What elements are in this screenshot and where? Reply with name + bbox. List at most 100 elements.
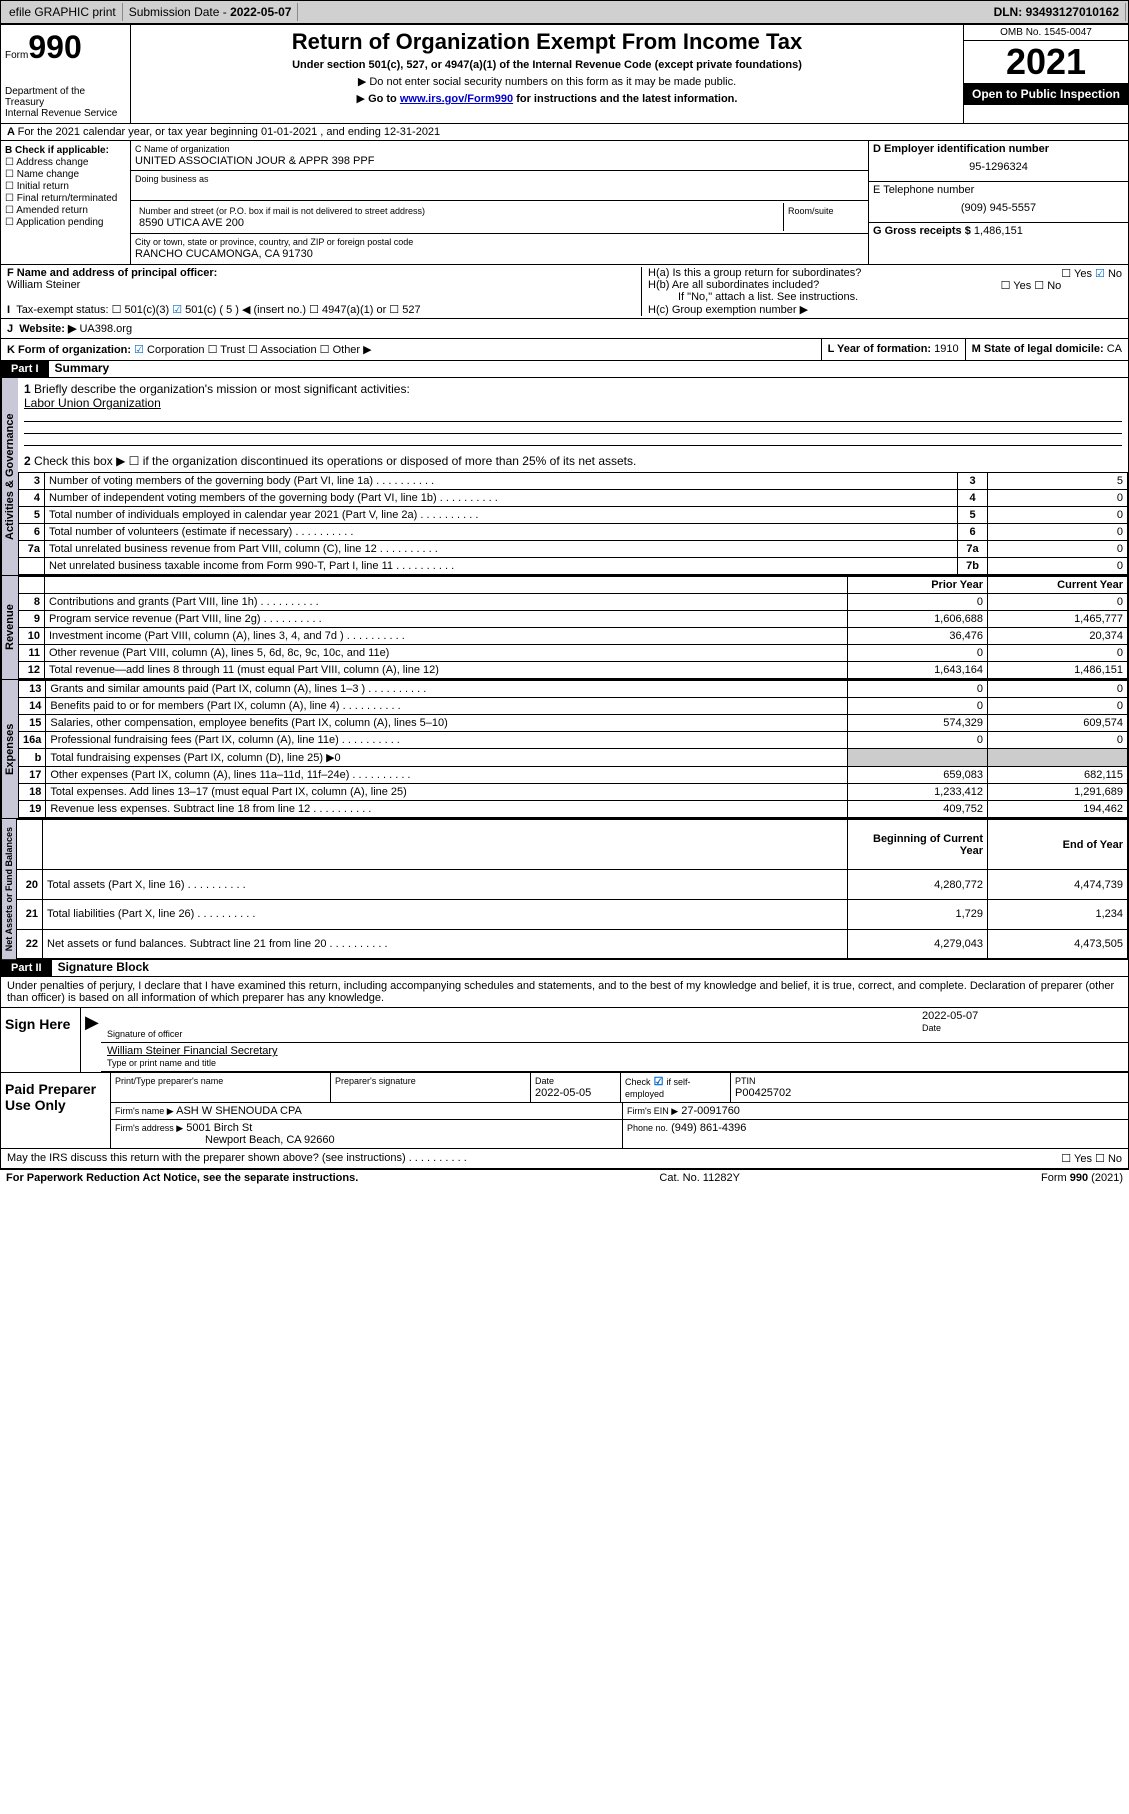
f-label: F Name and address of principal officer: <box>7 267 217 279</box>
h-c: H(c) Group exemption number ▶ <box>648 303 1122 316</box>
chk-assoc[interactable]: Association <box>248 344 317 356</box>
discuss-row: May the IRS discuss this return with the… <box>0 1149 1129 1169</box>
part2-title: Signature Block <box>58 960 149 974</box>
chk-501c[interactable]: 501(c) ( 5 ) ◀ (insert no.) <box>172 304 306 316</box>
omb-number: OMB No. 1545-0047 <box>964 25 1128 41</box>
form-number: 990 <box>28 29 81 65</box>
submission-date: Submission Date - 2022-05-07 <box>123 3 299 21</box>
instr-2: Go to www.irs.gov/Form990 for instructio… <box>135 92 959 105</box>
chk-4947[interactable]: 4947(a)(1) or <box>309 304 386 316</box>
gov-table: 3Number of voting members of the governi… <box>18 472 1128 575</box>
omb-box: OMB No. 1545-0047 2021 Open to Public In… <box>963 25 1128 123</box>
chk-corp[interactable]: Corporation <box>134 344 204 356</box>
discuss-no[interactable]: No <box>1095 1153 1122 1165</box>
col-b-label: B Check if applicable: <box>5 145 109 156</box>
section-b-to-g: B Check if applicable: Address change Na… <box>0 141 1129 265</box>
phone-row: E Telephone number(909) 945-5557 <box>869 182 1128 223</box>
officer-name: William Steiner <box>7 279 80 291</box>
sig-arrow-icon: ▶ <box>81 1008 101 1072</box>
net-table: Beginning of Current YearEnd of Year 20T… <box>16 819 1128 959</box>
chk-initial[interactable]: Initial return <box>5 181 126 192</box>
paid-preparer-block: Paid Preparer Use Only Print/Type prepar… <box>0 1073 1129 1149</box>
org-name-row: C Name of organizationUNITED ASSOCIATION… <box>131 141 868 171</box>
dept-treasury: Department of the Treasury <box>5 86 126 108</box>
prep-row-1: Print/Type preparer's name Preparer's si… <box>111 1073 1128 1103</box>
firm-phone: (949) 861-4396 <box>671 1122 746 1134</box>
ein-row: D Employer identification number95-12963… <box>869 141 1128 182</box>
ptin: P00425702 <box>735 1087 791 1099</box>
hb-yes[interactable]: Yes <box>1001 280 1032 292</box>
prep-row-2: Firm's name ▶ ASH W SHENOUDA CPA Firm's … <box>111 1103 1128 1120</box>
ha-no[interactable]: No <box>1095 268 1122 280</box>
h-a: H(a) Is this a group return for subordin… <box>648 267 861 279</box>
prep-date: 2022-05-05 <box>535 1087 591 1099</box>
chk-amended[interactable]: Amended return <box>5 205 126 216</box>
col-mid: C Name of organizationUNITED ASSOCIATION… <box>131 141 868 264</box>
l-year: L Year of formation: 1910 <box>822 339 966 360</box>
city-row: City or town, state or province, country… <box>131 234 868 264</box>
sig-officer-row: Signature of officer 2022-05-07Date <box>101 1008 1128 1043</box>
efile-label[interactable]: efile GRAPHIC print <box>3 3 123 21</box>
instr-1: Do not enter social security numbers on … <box>135 75 959 88</box>
line-1: 1 Briefly describe the organization's mi… <box>18 378 1128 450</box>
sign-date: 2022-05-07 <box>922 1010 978 1022</box>
mission: Labor Union Organization <box>24 396 161 410</box>
firm-ein: 27-0091760 <box>681 1105 740 1117</box>
title-center: Return of Organization Exempt From Incom… <box>131 25 963 123</box>
line-a: A For the 2021 calendar year, or tax yea… <box>0 124 1129 141</box>
col-f: F Name and address of principal officer:… <box>7 267 642 316</box>
title-row: Form990 Department of the Treasury Inter… <box>0 24 1129 124</box>
i-label: Tax-exempt status: <box>16 304 108 316</box>
website: UA398.org <box>79 323 132 335</box>
header-bar: efile GRAPHIC print Submission Date - 20… <box>0 0 1129 24</box>
firm-addr2: Newport Beach, CA 92660 <box>115 1134 335 1146</box>
firm-addr1: 5001 Birch St <box>186 1122 252 1134</box>
net-assets-block: Net Assets or Fund Balances Beginning of… <box>0 819 1129 960</box>
m-state: M State of legal domicile: CA <box>966 339 1128 360</box>
org-address: 8590 UTICA AVE 200 <box>139 217 244 229</box>
phone: (909) 945-5557 <box>873 196 1124 220</box>
line-2: 2 Check this box ▶ ☐ if the organization… <box>18 450 1128 472</box>
sign-here-block: Sign Here ▶ Signature of officer 2022-05… <box>0 1008 1129 1073</box>
form-page: Form 990 (2021) <box>1041 1172 1123 1184</box>
sig-name-row: William Steiner Financial Secretary Type… <box>101 1043 1128 1072</box>
part1-title: Summary <box>55 361 110 375</box>
discuss-yes[interactable]: Yes <box>1061 1153 1092 1165</box>
irs-link[interactable]: www.irs.gov/Form990 <box>400 93 513 105</box>
row-klm: K Form of organization: Corporation Trus… <box>0 339 1129 361</box>
chk-address[interactable]: Address change <box>5 157 126 168</box>
revenue-table: Prior YearCurrent Year 8Contributions an… <box>18 576 1128 679</box>
hb-no[interactable]: No <box>1034 280 1061 292</box>
row-j: J Website: ▶ UA398.org <box>0 319 1129 339</box>
chk-other[interactable]: Other ▶ <box>320 344 372 356</box>
chk-final[interactable]: Final return/terminated <box>5 193 126 204</box>
form-subtitle: Under section 501(c), 527, or 4947(a)(1)… <box>135 59 959 71</box>
chk-name[interactable]: Name change <box>5 169 126 180</box>
chk-trust[interactable]: Trust <box>208 344 245 356</box>
form-title: Return of Organization Exempt From Incom… <box>135 29 959 55</box>
h-b: H(b) Are all subordinates included? <box>648 279 819 291</box>
firm-name: ASH W SHENOUDA CPA <box>176 1105 302 1117</box>
k-form-org: K Form of organization: Corporation Trus… <box>1 339 822 360</box>
dln: DLN: 93493127010162 <box>988 3 1126 21</box>
part-2-header: Part IISignature Block <box>0 960 1129 977</box>
paperwork-notice: For Paperwork Reduction Act Notice, see … <box>6 1172 358 1184</box>
chk-527[interactable]: 527 <box>389 304 420 316</box>
sign-here-label: Sign Here <box>1 1008 81 1072</box>
gross-receipts: 1,486,151 <box>974 225 1023 237</box>
expenses-block: Expenses 13Grants and similar amounts pa… <box>0 680 1129 819</box>
ha-yes[interactable]: Yes <box>1061 268 1092 280</box>
form-word: Form <box>5 50 28 61</box>
tax-year: 2021 <box>964 41 1128 83</box>
org-city: RANCHO CUCAMONGA, CA 91730 <box>135 248 313 260</box>
chk-pending[interactable]: Application pending <box>5 217 126 228</box>
gross-row: G Gross receipts $ 1,486,151 <box>869 223 1128 253</box>
ein: 95-1296324 <box>873 155 1124 179</box>
vlabel-gov: Activities & Governance <box>1 378 18 575</box>
addr-row: Number and street (or P.O. box if mail i… <box>131 201 868 234</box>
cat-no: Cat. No. 11282Y <box>659 1172 740 1184</box>
perjury-text: Under penalties of perjury, I declare th… <box>0 977 1129 1008</box>
vlabel-net: Net Assets or Fund Balances <box>1 819 16 959</box>
footer: For Paperwork Reduction Act Notice, see … <box>0 1169 1129 1186</box>
chk-501c3[interactable]: 501(c)(3) <box>112 304 170 316</box>
